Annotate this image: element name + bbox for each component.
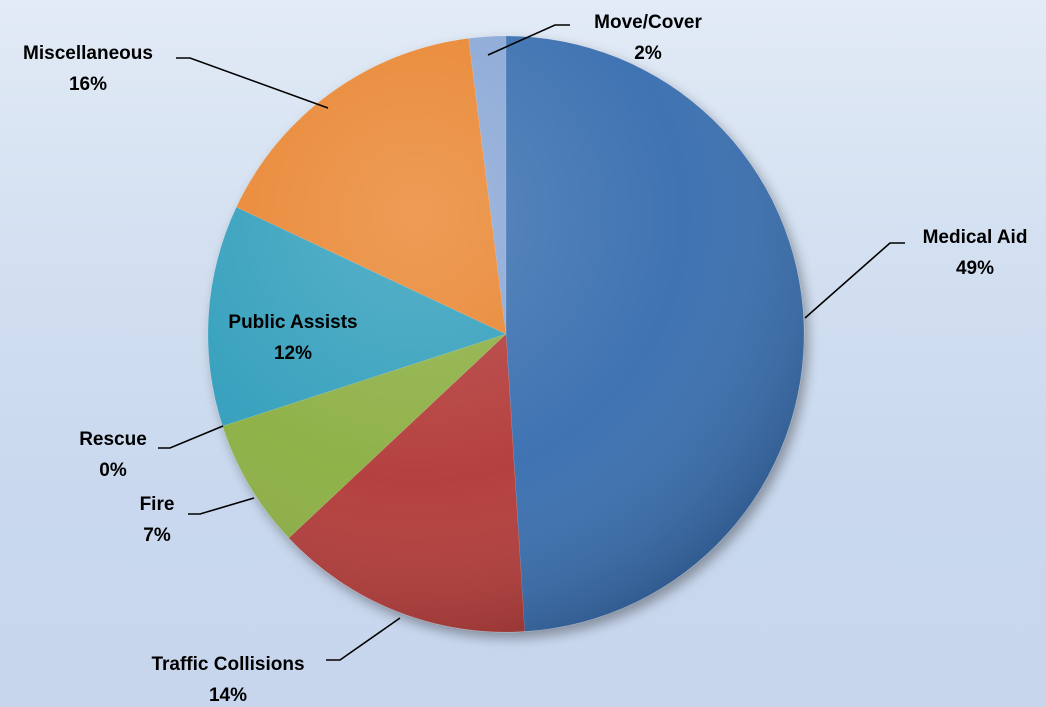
leader-line-medical-aid xyxy=(804,242,905,319)
data-label-value-medical-aid: 49% xyxy=(956,258,994,279)
data-label-name-move-cover: Move/Cover xyxy=(594,12,702,33)
data-label-value-rescue: 0% xyxy=(99,460,127,481)
data-label-name-traffic-collisions: Traffic Collisions xyxy=(151,654,304,675)
leader-lines xyxy=(158,24,905,661)
data-label-value-traffic-collisions: 14% xyxy=(209,685,247,706)
data-label-value-move-cover: 2% xyxy=(634,43,662,64)
leader-line-miscellaneous xyxy=(176,57,329,109)
pie-slice-medical-aid xyxy=(505,35,805,632)
leader-line-traffic-collisions xyxy=(326,617,401,661)
data-label-value-miscellaneous: 16% xyxy=(69,74,107,95)
data-label-name-rescue: Rescue xyxy=(79,429,147,450)
data-label-value-public-assists: 12% xyxy=(274,343,312,364)
leader-line-rescue xyxy=(158,425,224,449)
data-label-value-fire: 7% xyxy=(143,525,171,546)
data-label-name-public-assists: Public Assists xyxy=(228,312,357,333)
leader-line-fire xyxy=(188,497,255,515)
data-label-name-miscellaneous: Miscellaneous xyxy=(23,43,153,64)
data-label-name-medical-aid: Medical Aid xyxy=(923,227,1028,248)
data-labels: Medical Aid 49% Traffic Collisions 14% Fire 7… xyxy=(23,12,1027,706)
leader-line-move-cover xyxy=(487,24,570,56)
slices-group xyxy=(207,35,805,633)
data-label-name-fire: Fire xyxy=(140,494,175,515)
